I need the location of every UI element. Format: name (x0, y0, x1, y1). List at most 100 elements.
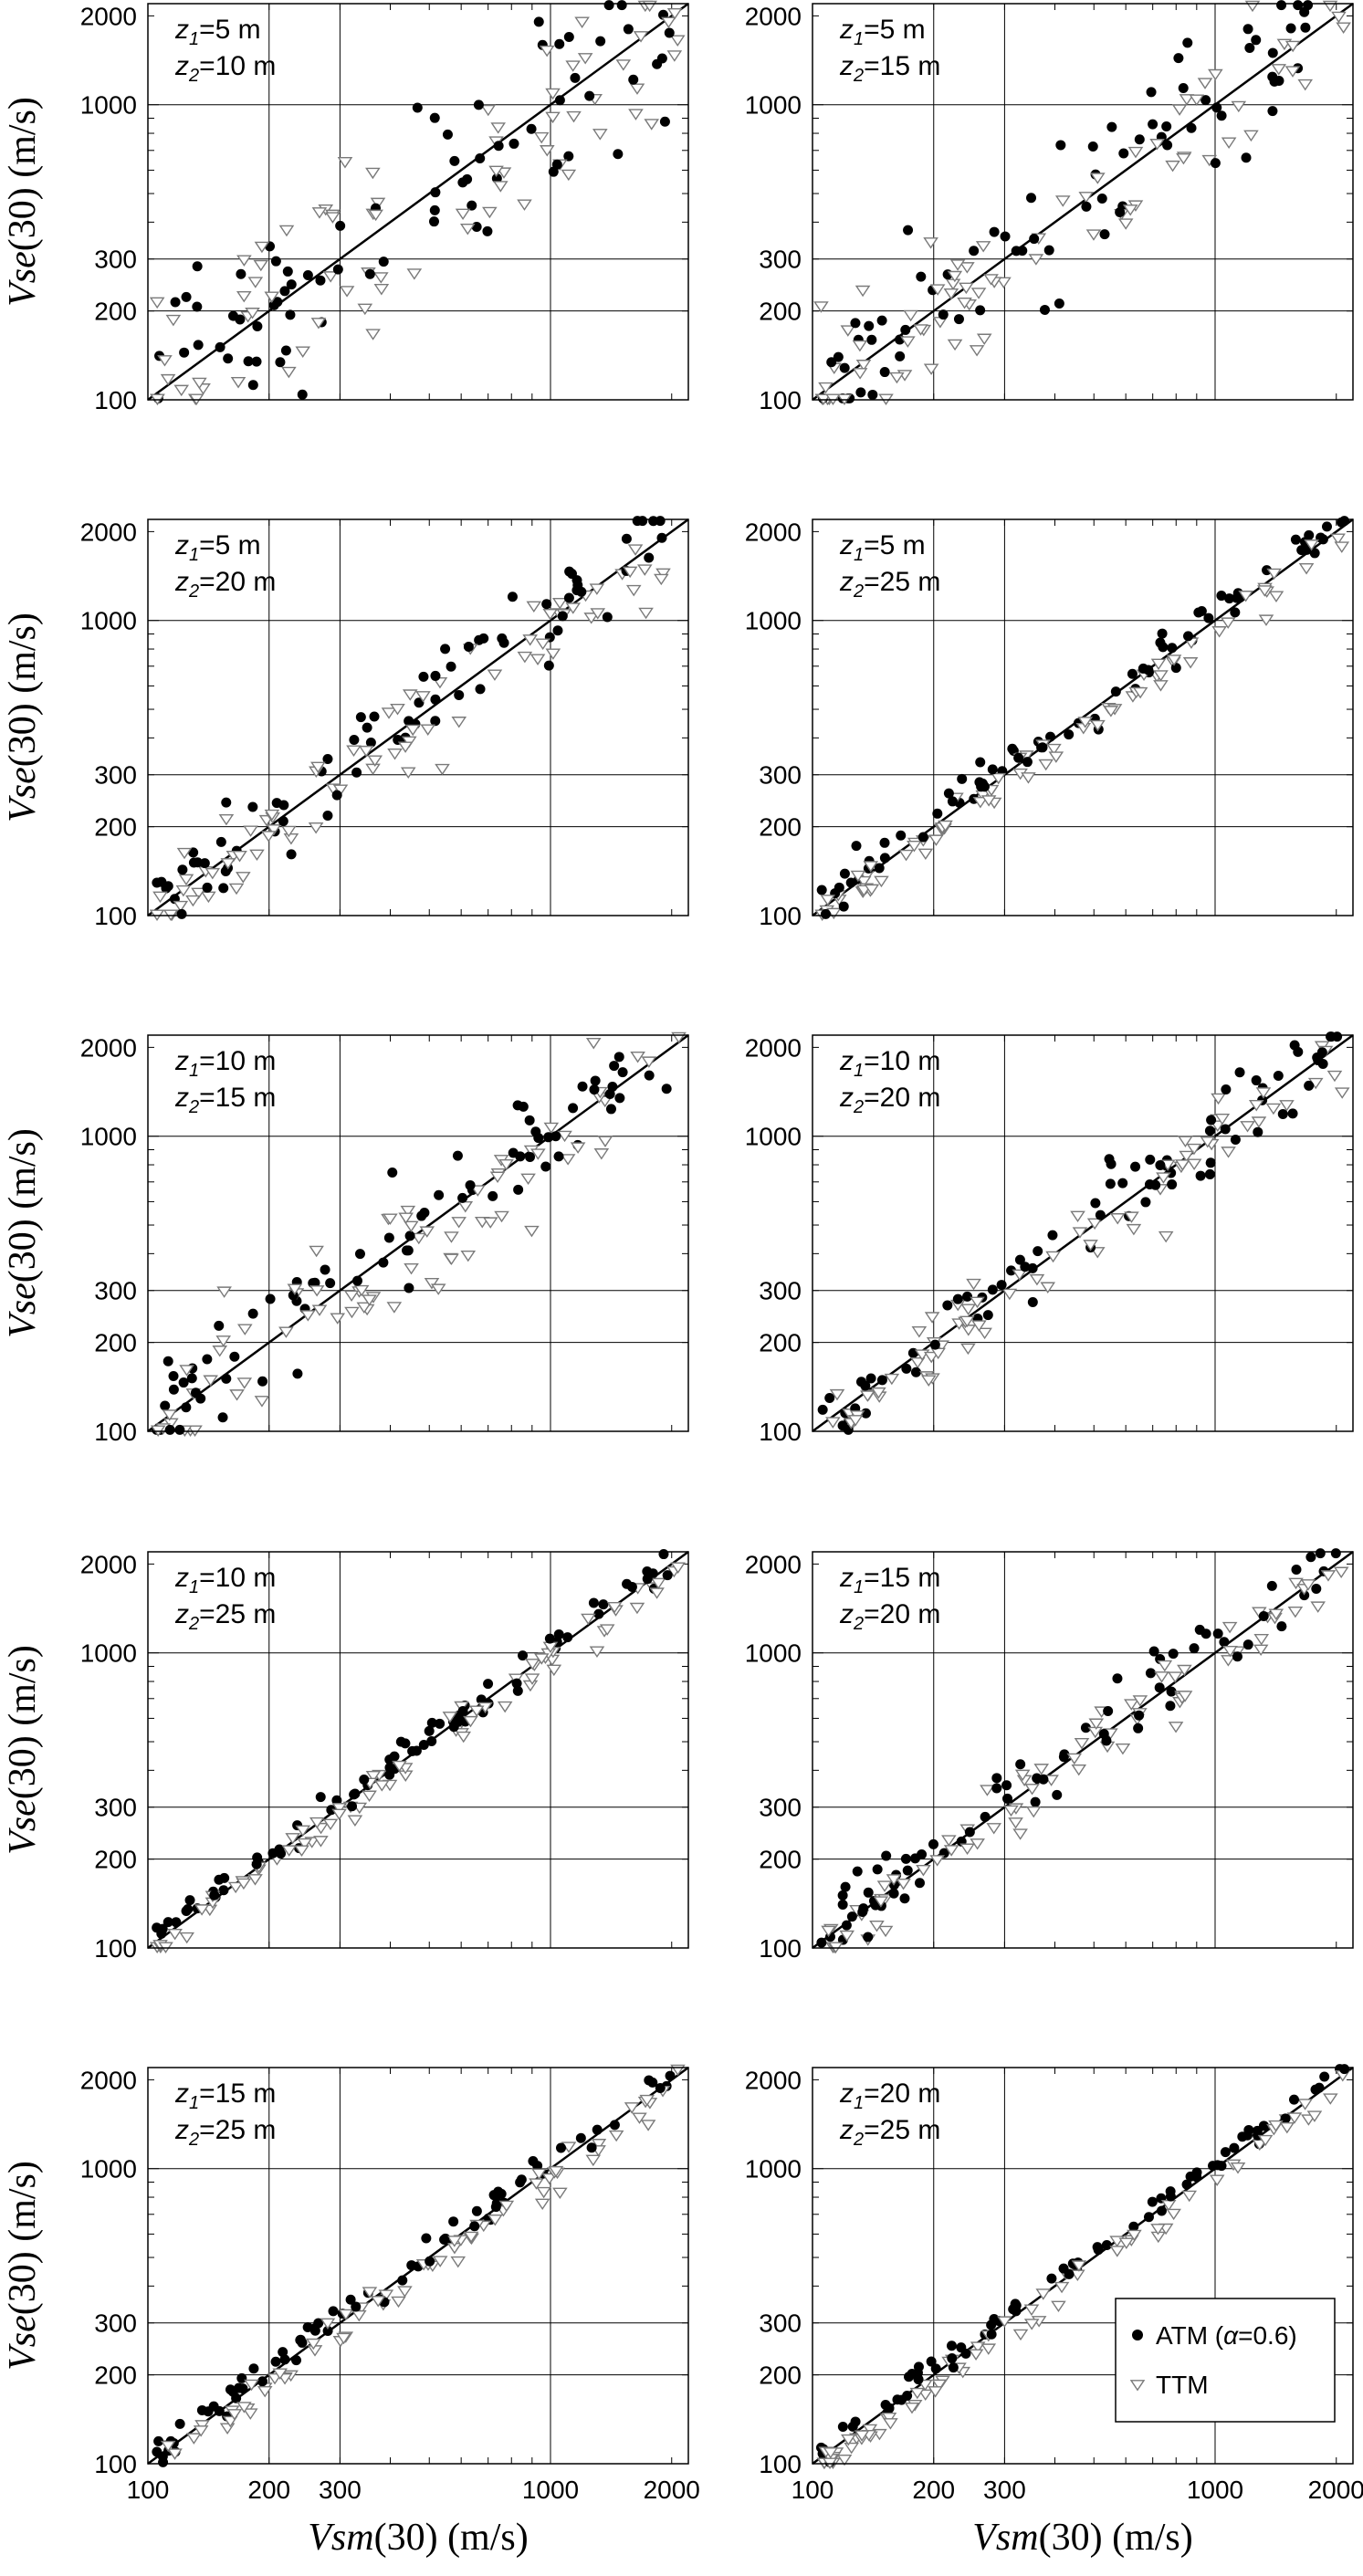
ttm-point (482, 1217, 498, 1229)
ttm-point (249, 849, 265, 862)
atm-point (661, 1084, 672, 1094)
y-tick-label: 2000 (745, 1550, 802, 1578)
ttm-point (487, 669, 503, 681)
panel-1: 100 200 300 1000 2000 z1=5 mz2=10 m Vse(30) (m… (2, 0, 689, 414)
atm-point (429, 204, 440, 215)
ttm-point (470, 1185, 486, 1197)
ttm-point (373, 272, 389, 284)
ttm-point (1257, 2134, 1274, 2147)
ttm-point (203, 1375, 218, 1387)
atm-point (1047, 1230, 1058, 1241)
atm-point (1087, 141, 1098, 152)
atm-point (1185, 2171, 1196, 2182)
atm-point (516, 2174, 527, 2185)
ttm-point (1306, 2110, 1323, 2122)
atm-point (991, 1773, 1002, 1784)
y-tick-label: 2000 (745, 518, 802, 546)
atm-point (1200, 95, 1211, 106)
y-tick-label: 300 (759, 1277, 802, 1305)
atm-point (872, 1864, 883, 1875)
ttm-point (498, 1158, 514, 1171)
ttm-point (1051, 2300, 1066, 2313)
atm-point (989, 226, 1000, 237)
ttm-point (1066, 1753, 1083, 1765)
ttm-point (1165, 160, 1180, 173)
atm-point (1208, 2161, 1219, 2172)
ttm-point (881, 2413, 897, 2424)
atm-point (846, 1911, 857, 1922)
ttm-point (983, 274, 999, 286)
ttm-point (1008, 1817, 1023, 1829)
panel-9: 100 200 300 1000 2000 100 200 300 1000 2000 z1=15 … (2, 2064, 700, 2559)
ttm-point (1178, 1136, 1193, 1147)
plot-frame (812, 3, 1354, 401)
ttm-point (854, 2430, 870, 2442)
ttm-point (825, 1417, 841, 1429)
ttm-point (411, 1232, 427, 1245)
y-tick-label: 100 (94, 1418, 137, 1446)
atm-point (584, 90, 595, 101)
atm-point (850, 318, 861, 329)
atm-point (1167, 1179, 1178, 1190)
atm-point (1299, 1590, 1310, 1601)
atm-point (1162, 140, 1173, 151)
ttm-point (311, 1304, 328, 1316)
atm-point (987, 764, 998, 775)
atm-point (214, 1320, 225, 1331)
atm-point (628, 74, 639, 85)
ttm-point (1048, 751, 1064, 763)
ttm-point (370, 2296, 386, 2308)
atm-point (404, 1283, 414, 1293)
ttm-point (530, 1148, 546, 1160)
atm-point (449, 155, 460, 166)
atm-point (876, 1375, 887, 1386)
x-tick-label: 300 (983, 2476, 1026, 2504)
ttm-point (836, 2454, 853, 2466)
atm-point (1276, 0, 1287, 11)
atm-point (1118, 148, 1129, 159)
ttm-point (593, 1148, 610, 1160)
atm-point (553, 1629, 564, 1640)
ttm-point (236, 1878, 252, 1890)
atm-point (637, 516, 648, 527)
panel-6: 100 200 300 1000 2000 z1=10 mz2=20 m (745, 1031, 1354, 1446)
atm-point (621, 533, 632, 544)
atm-point (508, 1147, 519, 1158)
ttm-point (943, 288, 959, 300)
atm-point (192, 301, 203, 312)
ttm-point (1214, 1114, 1231, 1126)
ttm-point (904, 2402, 920, 2414)
atm-point (926, 2356, 937, 2367)
ttm-point (1300, 1579, 1316, 1591)
ttm-point (1197, 78, 1213, 89)
atm-point (867, 389, 878, 400)
ttm-point (278, 225, 295, 237)
ttm-point (960, 1304, 976, 1315)
ttm-point (1154, 1671, 1169, 1683)
atm-point (980, 1811, 991, 1822)
ttm-point (548, 2165, 564, 2178)
ttm-point (854, 285, 871, 298)
y-tick-label: 300 (94, 1277, 137, 1305)
ttm-point (1297, 2099, 1313, 2110)
y-tick-label: 1000 (80, 1639, 137, 1668)
ttm-point (630, 1052, 645, 1063)
ttm-point (909, 1356, 926, 1369)
ttm-point (228, 883, 245, 895)
atm-point (454, 689, 465, 700)
atm-point (174, 1424, 185, 1435)
atm-point (1232, 1651, 1242, 1662)
ttm-point (191, 887, 206, 900)
ttm-point (1158, 1230, 1174, 1243)
atm-point (1045, 731, 1056, 742)
ttm-point (649, 1587, 665, 1599)
x-tick-label: 1000 (522, 2476, 579, 2504)
z1-label: z1=10 m (174, 1046, 276, 1081)
atm-point (1143, 665, 1154, 675)
ttm-point (898, 849, 914, 862)
atm-point (215, 836, 226, 847)
atm-point (656, 532, 667, 543)
atm-point (1014, 1254, 1025, 1265)
ttm-point (300, 1310, 316, 1322)
atm-point (1319, 2071, 1330, 2082)
